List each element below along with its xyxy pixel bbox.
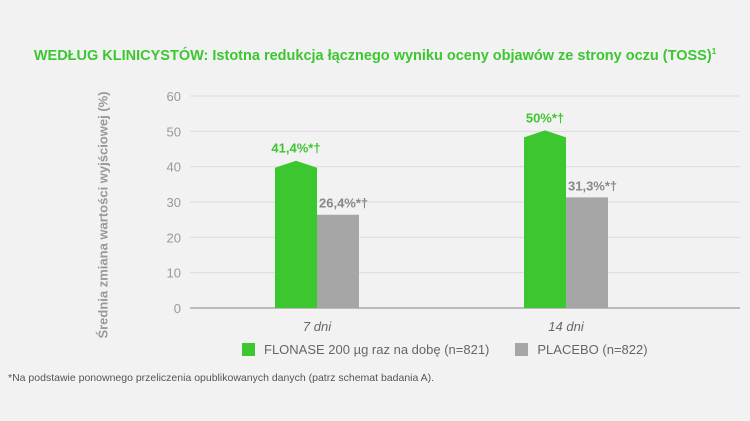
bar-placebo-2 — [566, 197, 608, 308]
y-tick-label: 30 — [167, 195, 181, 210]
y-tick-label: 0 — [174, 301, 181, 316]
data-label-flonase-2: 50%*† — [526, 110, 564, 125]
legend-label-placebo: PLACEBO (n=822) — [537, 342, 648, 357]
x-tick-label: 7 dni — [303, 319, 332, 334]
chart-title: WEDŁUG KLINICYSTÓW: Istotna redukcja łąc… — [33, 47, 717, 64]
legend-swatch-flonase — [242, 343, 255, 356]
y-tick-label: 20 — [167, 230, 181, 245]
x-tick-label: 14 dni — [548, 319, 585, 334]
y-tick-label: 40 — [167, 160, 181, 175]
legend-item-flonase: FLONASE 200 µg raz na dobę (n=821) — [242, 342, 489, 357]
y-tick-label: 50 — [167, 124, 181, 139]
legend-swatch-placebo — [515, 343, 529, 356]
legend-label-flonase: FLONASE 200 µg raz na dobę (n=821) — [264, 342, 490, 357]
y-tick-label: 60 — [167, 89, 181, 104]
data-label-placebo-2: 31,3%*† — [568, 178, 617, 193]
y-tick-label: 10 — [167, 266, 181, 281]
bar-flonase-2 — [524, 130, 566, 308]
footnote: *Na podstawie ponownego przeliczenia opu… — [8, 372, 435, 384]
legend-item-placebo: PLACEBO (n=822) — [515, 342, 648, 357]
data-label-placebo-1: 26,4%*† — [319, 196, 368, 211]
bar-flonase-1 — [275, 160, 317, 308]
bar-placebo-1 — [317, 214, 359, 308]
legend: FLONASE 200 µg raz na dobę (n=821) PLACE… — [242, 342, 674, 357]
data-label-flonase-1: 41,4%*† — [271, 141, 320, 156]
